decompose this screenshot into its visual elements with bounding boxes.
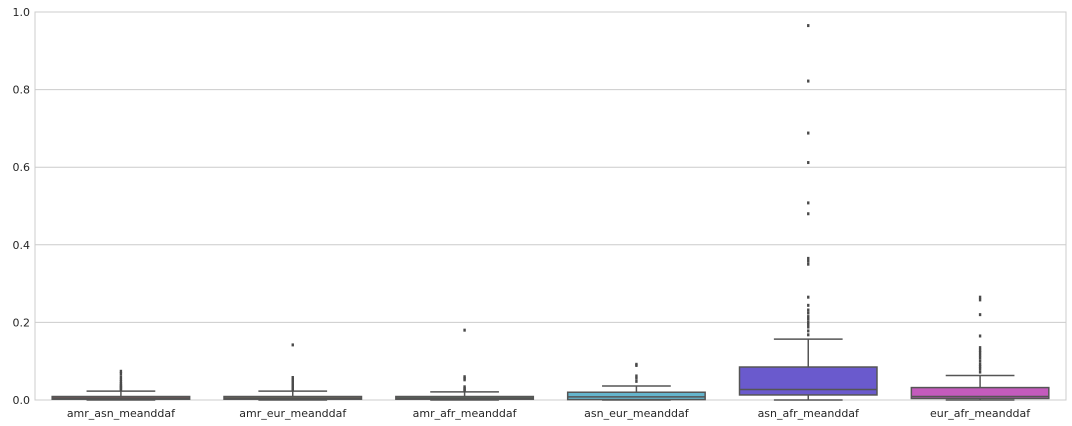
outlier-point bbox=[978, 367, 982, 371]
outlier-point bbox=[807, 317, 810, 321]
outlier-point bbox=[978, 334, 982, 338]
outlier-point bbox=[119, 369, 123, 373]
outlier-point bbox=[978, 348, 982, 352]
outlier-point bbox=[807, 24, 810, 28]
outlier-point bbox=[807, 79, 810, 83]
outlier-point bbox=[807, 308, 810, 312]
box-asn_eur_meanddaf bbox=[566, 362, 706, 401]
outlier-point bbox=[291, 343, 294, 347]
outlier-point bbox=[463, 386, 466, 390]
outlier-point bbox=[291, 379, 294, 383]
x-tick-label: amr_afr_meanddaf bbox=[413, 407, 518, 420]
outlier-point bbox=[807, 259, 810, 263]
outlier-point bbox=[291, 382, 294, 386]
x-tick-label: amr_eur_meanddaf bbox=[239, 407, 347, 420]
outlier-point bbox=[807, 320, 810, 324]
outlier-point bbox=[463, 375, 466, 379]
outlier-point bbox=[978, 351, 982, 355]
y-tick-label: 0.8 bbox=[13, 84, 31, 97]
outlier-point bbox=[119, 377, 123, 381]
outlier-point bbox=[119, 382, 123, 386]
outlier-point bbox=[807, 333, 810, 337]
outlier-point bbox=[978, 356, 982, 360]
outlier-point bbox=[807, 329, 810, 333]
outlier-point bbox=[807, 131, 810, 135]
x-tick-label: asn_afr_meanddaf bbox=[758, 407, 860, 420]
outlier-point bbox=[978, 370, 982, 374]
outlier-point bbox=[978, 298, 982, 302]
y-tick-label: 0.4 bbox=[13, 239, 31, 252]
outlier-point bbox=[463, 385, 466, 389]
y-axis-ticks: 0.0 0.2 0.4 0.6 0.8 1.0 bbox=[13, 6, 31, 407]
outlier-point bbox=[119, 383, 123, 387]
x-tick-label: asn_eur_meanddaf bbox=[584, 407, 690, 420]
outlier-point bbox=[291, 377, 294, 381]
x-axis-ticks: amr_asn_meanddaf amr_eur_meanddaf amr_afr_… bbox=[67, 407, 1031, 420]
outlier-point bbox=[978, 346, 982, 350]
outlier-point bbox=[807, 262, 810, 266]
box-amr_eur_meanddaf bbox=[223, 343, 363, 401]
outlier-point bbox=[807, 256, 810, 260]
outlier-point bbox=[635, 379, 638, 383]
iqr-box bbox=[566, 391, 706, 401]
outlier-point bbox=[807, 212, 810, 216]
outlier-point bbox=[978, 362, 982, 366]
outlier-point bbox=[807, 315, 810, 319]
outlier-point bbox=[119, 375, 123, 379]
outlier-point bbox=[807, 295, 810, 299]
outlier-point bbox=[635, 376, 638, 380]
outlier-point bbox=[978, 295, 982, 299]
plot-border bbox=[34, 11, 1067, 401]
outlier-point bbox=[291, 383, 294, 387]
y-tick-label: 0.2 bbox=[13, 316, 31, 329]
outlier-point bbox=[978, 365, 982, 369]
y-tick-label: 0.0 bbox=[13, 394, 31, 407]
iqr-box bbox=[910, 386, 1050, 400]
outlier-point bbox=[807, 303, 810, 307]
outlier-point bbox=[978, 359, 982, 363]
outlier-point bbox=[807, 311, 810, 315]
outlier-point bbox=[807, 201, 810, 205]
outlier-point bbox=[635, 374, 638, 378]
y-tick-label: 1.0 bbox=[13, 6, 31, 19]
iqr-box bbox=[738, 366, 878, 396]
outlier-point bbox=[635, 362, 638, 366]
plot-frame bbox=[34, 11, 1067, 401]
outlier-point bbox=[978, 353, 982, 357]
outlier-point bbox=[463, 328, 466, 332]
outlier-point bbox=[807, 322, 810, 326]
x-tick-label: eur_afr_meanddaf bbox=[930, 407, 1031, 420]
box-asn_afr_meanddaf bbox=[738, 24, 878, 401]
y-tick-label: 0.6 bbox=[13, 161, 31, 174]
outlier-point bbox=[807, 325, 810, 329]
outlier-point bbox=[291, 380, 294, 384]
outlier-point bbox=[978, 313, 982, 317]
outlier-point bbox=[807, 161, 810, 165]
outlier-point bbox=[463, 378, 466, 382]
outlier-point bbox=[291, 375, 294, 379]
outlier-point bbox=[463, 376, 466, 380]
box-amr_afr_meanddaf bbox=[395, 328, 535, 401]
x-tick-label: amr_asn_meanddaf bbox=[67, 407, 176, 420]
boxes bbox=[51, 24, 1050, 401]
outlier-point bbox=[119, 380, 123, 384]
box-eur_afr_meanddaf bbox=[910, 295, 1050, 401]
outlier-point bbox=[119, 372, 123, 376]
box-amr_asn_meanddaf bbox=[51, 369, 191, 401]
